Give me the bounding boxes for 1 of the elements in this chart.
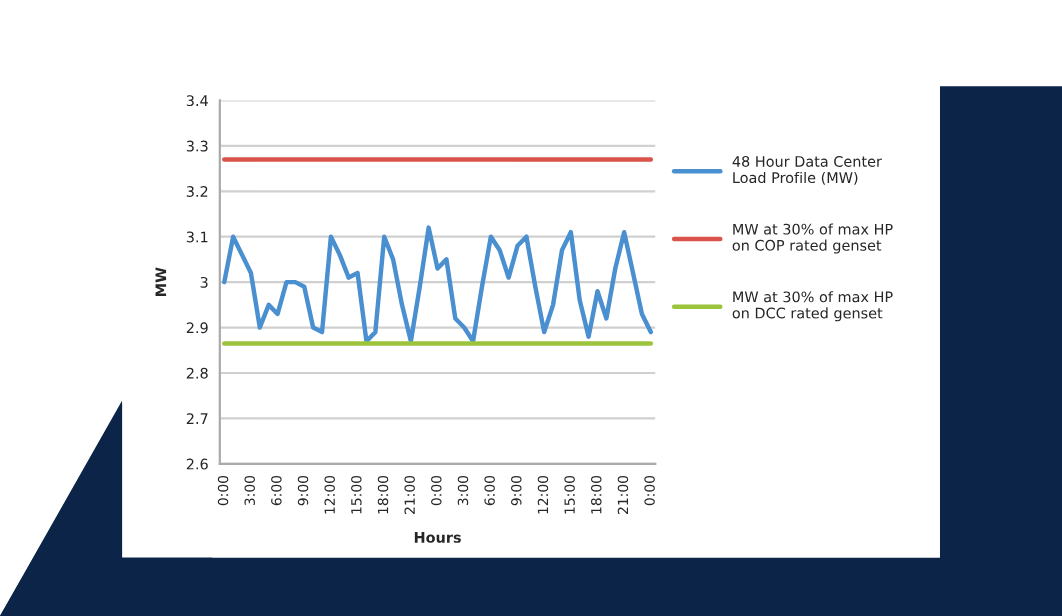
line-series xyxy=(222,225,654,344)
